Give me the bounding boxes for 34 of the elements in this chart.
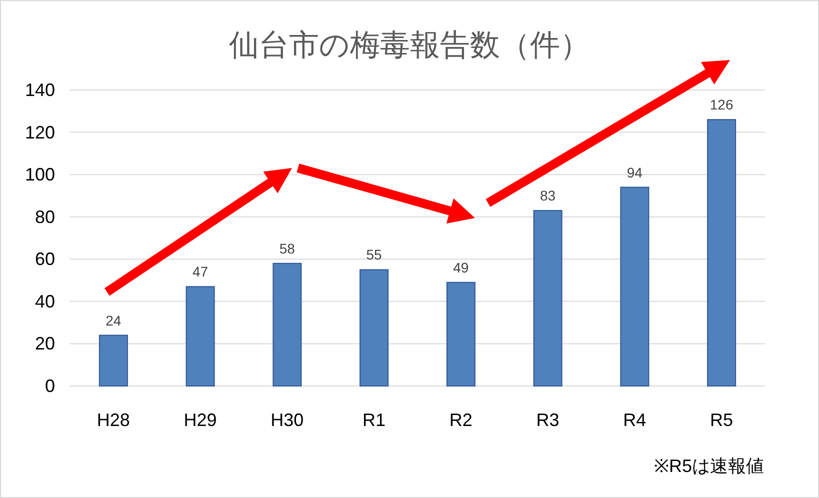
y-tick-label: 60 (34, 249, 55, 270)
bar (533, 210, 562, 386)
text: ※R5は速報値 (654, 456, 764, 476)
x-tick-label: H28 (96, 410, 130, 430)
data-label: 24 (106, 312, 122, 328)
data-label: 58 (279, 240, 296, 256)
x-tick-label: R4 (623, 410, 646, 430)
x-tick-label: R3 (536, 410, 560, 430)
x-tick-label: R1 (362, 410, 386, 430)
bar (186, 286, 215, 386)
bar (98, 334, 128, 386)
y-tick-label: 140 (24, 80, 55, 100)
bar (707, 119, 736, 386)
data-label: 83 (540, 188, 556, 204)
y-tick-label: 80 (34, 206, 55, 227)
x-tick-label: H29 (184, 410, 217, 430)
data-label: 94 (626, 164, 643, 180)
data-label: 126 (710, 96, 734, 113)
y-tick-label: 20 (34, 334, 55, 354)
chart-title: 仙台市の梅毒報告数（件） (229, 29, 590, 62)
data-label: 55 (366, 246, 382, 263)
bar (446, 282, 476, 386)
x-tick-label: R2 (449, 410, 472, 430)
data-label: 47 (192, 264, 208, 280)
data-label: 49 (453, 259, 469, 276)
x-tick-label: R5 (710, 410, 734, 430)
bar (620, 186, 650, 386)
bar (272, 262, 302, 386)
y-tick-label: 120 (24, 122, 55, 142)
x-tick-label: H30 (270, 410, 304, 430)
bar (360, 269, 389, 386)
y-tick-label: 0 (44, 376, 55, 396)
y-tick-label: 100 (24, 164, 55, 185)
y-tick-label: 40 (34, 291, 55, 312)
